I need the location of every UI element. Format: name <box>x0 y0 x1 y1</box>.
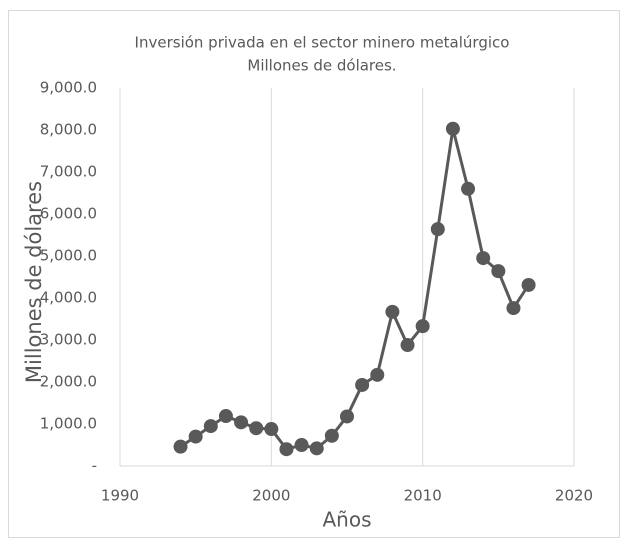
chart-subtitle: Millones de dólares. <box>247 57 396 75</box>
x-axis-label: Años <box>322 508 371 532</box>
y-tick-label: 7,000.0 <box>40 163 97 181</box>
data-point <box>430 222 445 237</box>
data-point <box>234 415 249 430</box>
data-point <box>476 251 491 266</box>
data-point <box>355 377 370 392</box>
data-point <box>385 304 400 319</box>
data-point <box>294 438 309 452</box>
y-tick-label: 6,000.0 <box>40 205 97 223</box>
y-axis-label: Millones de dólares <box>22 181 46 383</box>
data-point <box>491 264 506 279</box>
data-point <box>415 319 430 334</box>
data-point <box>506 301 521 316</box>
y-tick-label: 8,000.0 <box>40 121 97 139</box>
y-tick-label: 9,000.0 <box>40 79 97 97</box>
y-tick-label: 3,000.0 <box>40 331 97 349</box>
x-tick-label: 2000 <box>252 487 290 505</box>
y-tick-label: - <box>92 457 97 475</box>
data-point <box>279 442 294 457</box>
x-tick-label: 2010 <box>404 487 442 505</box>
data-point <box>521 277 536 292</box>
data-point <box>461 181 476 196</box>
x-tick-label: 1990 <box>101 487 139 505</box>
data-point <box>203 419 218 434</box>
data-point <box>173 439 188 454</box>
data-point <box>309 441 324 456</box>
data-point <box>400 338 415 353</box>
data-point <box>218 409 233 424</box>
y-tick-label: 5,000.0 <box>40 247 97 265</box>
chart-title: Inversión privada en el sector minero me… <box>135 34 510 52</box>
data-point <box>188 429 203 444</box>
data-point <box>340 409 354 424</box>
chart-border <box>8 10 620 538</box>
y-tick-label: 2,000.0 <box>40 373 97 391</box>
data-point <box>324 428 339 443</box>
y-tick-label: 4,000.0 <box>40 289 97 307</box>
data-point <box>249 421 264 436</box>
data-point <box>264 422 279 437</box>
x-tick-label: 2020 <box>555 487 593 505</box>
data-point <box>370 367 385 382</box>
data-point <box>445 121 460 136</box>
y-tick-label: 1,000.0 <box>40 415 97 433</box>
